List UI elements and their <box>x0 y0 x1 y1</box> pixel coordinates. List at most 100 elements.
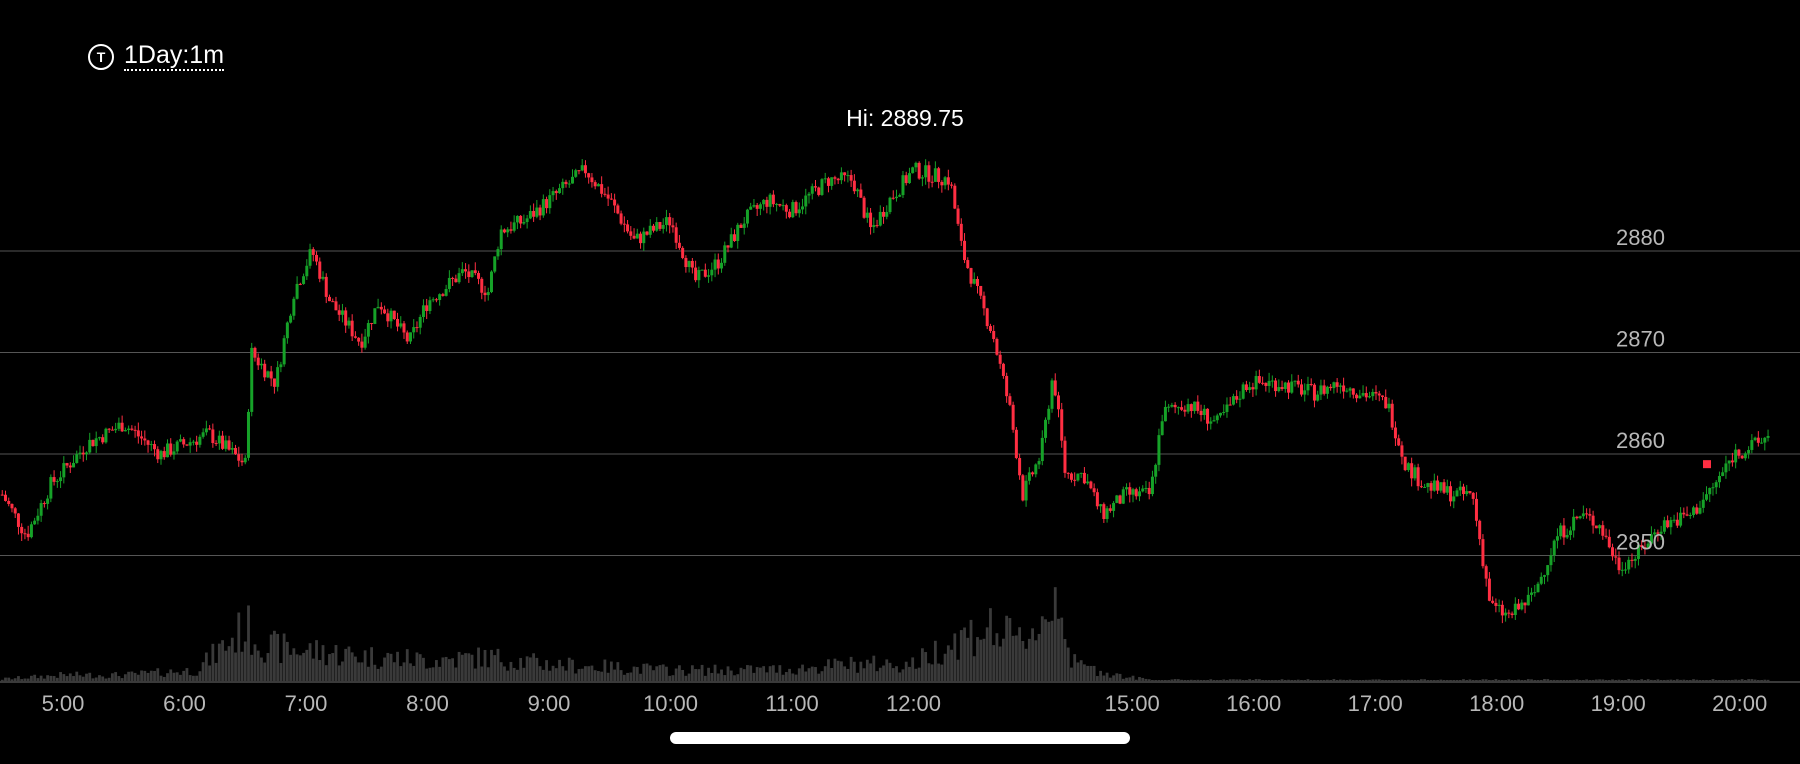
candle-body <box>969 268 973 284</box>
volume-bar <box>535 657 539 682</box>
volume-bar <box>1666 679 1670 682</box>
volume-bar <box>234 652 237 682</box>
candle-body <box>927 165 931 182</box>
candle-body <box>276 367 280 387</box>
candle-body <box>20 526 24 534</box>
volume-bar <box>1711 679 1715 682</box>
candle-body <box>797 209 801 214</box>
time-tick-label: 19:00 <box>1591 691 1646 716</box>
candle-body <box>739 224 743 228</box>
candle-body <box>1685 514 1689 516</box>
candle-body <box>1445 486 1449 493</box>
volume-bar <box>878 667 882 682</box>
volume-bar <box>891 668 895 682</box>
candle-body <box>823 178 827 180</box>
volume-bar <box>765 672 769 682</box>
volume-bar <box>564 670 568 682</box>
volume-bar <box>30 675 33 682</box>
volume-bar <box>820 671 824 682</box>
candle-body <box>894 196 898 199</box>
volume-bar <box>477 647 480 682</box>
candle-body <box>1115 495 1119 503</box>
candle-body <box>221 435 225 449</box>
candle-body <box>1562 525 1566 538</box>
candle-body <box>467 271 471 278</box>
candle-body <box>940 181 944 186</box>
volume-bar <box>707 667 710 682</box>
volume-bar <box>1332 679 1336 682</box>
volume-bar <box>1675 679 1679 682</box>
candle-body <box>839 172 843 181</box>
candle-body <box>1001 363 1005 376</box>
candle-body <box>1549 555 1553 566</box>
candle-body <box>208 428 212 430</box>
candle-body <box>42 503 46 505</box>
volume-bar <box>749 665 753 682</box>
candle-body <box>1125 487 1129 490</box>
candle-body <box>353 336 357 338</box>
time-tick-label: 8:00 <box>406 691 449 716</box>
volume-bar <box>266 653 270 682</box>
candle-body <box>104 428 108 443</box>
price-tick-label: 2850 <box>1616 530 1665 555</box>
candle-body <box>781 205 785 207</box>
volume-bar <box>1008 618 1012 682</box>
volume-bar <box>211 643 215 682</box>
candle-body <box>609 198 613 200</box>
candle-body <box>613 199 617 206</box>
volume-bar <box>885 659 889 682</box>
candle-body <box>1766 435 1770 438</box>
timeframe-label[interactable]: 1Day:1m <box>124 41 225 71</box>
volume-bar <box>1066 647 1070 682</box>
volume-bar <box>10 679 14 682</box>
clock-t-icon: T <box>88 43 114 70</box>
timeframe-selector[interactable]: T 1Day:1m <box>88 41 225 71</box>
volume-bar <box>354 656 357 682</box>
candle-body <box>852 180 856 192</box>
volume-bar <box>357 662 361 682</box>
candle-body <box>1209 421 1213 424</box>
candle-body <box>1254 376 1258 390</box>
home-indicator[interactable] <box>670 732 1130 744</box>
candle-body <box>392 310 396 319</box>
volume-bar <box>950 649 953 682</box>
candle-body <box>959 223 963 241</box>
candle-body <box>849 175 853 181</box>
volume-bar <box>590 665 594 682</box>
candle-body <box>830 177 834 186</box>
volume-bar <box>298 655 302 682</box>
volume-bar <box>321 645 325 682</box>
volume-bar <box>840 661 843 682</box>
candle-body <box>1112 502 1116 511</box>
volume-bar <box>412 665 416 682</box>
volume-bar <box>985 627 989 682</box>
time-tick-label: 10:00 <box>643 691 698 716</box>
volume-bar <box>746 665 749 682</box>
candle-body <box>992 330 996 339</box>
candle-body <box>1565 535 1569 538</box>
candle-body <box>1160 421 1164 436</box>
candle-body <box>1351 388 1355 395</box>
candle-body <box>1141 488 1145 492</box>
candle-body <box>408 332 412 342</box>
volume-bar <box>927 663 931 682</box>
volume-bar <box>224 650 228 682</box>
candle-body <box>315 254 319 262</box>
candle-body <box>340 310 344 315</box>
candle-body <box>956 208 960 224</box>
volume-bar <box>123 674 127 682</box>
volume-bar <box>486 667 490 682</box>
candle-body <box>1572 516 1576 531</box>
volume-bar <box>1517 679 1520 682</box>
volume-bar <box>558 659 561 682</box>
candle-body <box>865 212 869 218</box>
volume-bar <box>1419 679 1423 682</box>
candle-body <box>285 322 289 339</box>
volume-bar <box>59 672 62 682</box>
candle-body <box>123 429 127 432</box>
candle-body <box>62 463 66 478</box>
volume-bar <box>1047 621 1051 682</box>
volume-bar <box>256 650 260 682</box>
volume-bar <box>117 676 121 682</box>
